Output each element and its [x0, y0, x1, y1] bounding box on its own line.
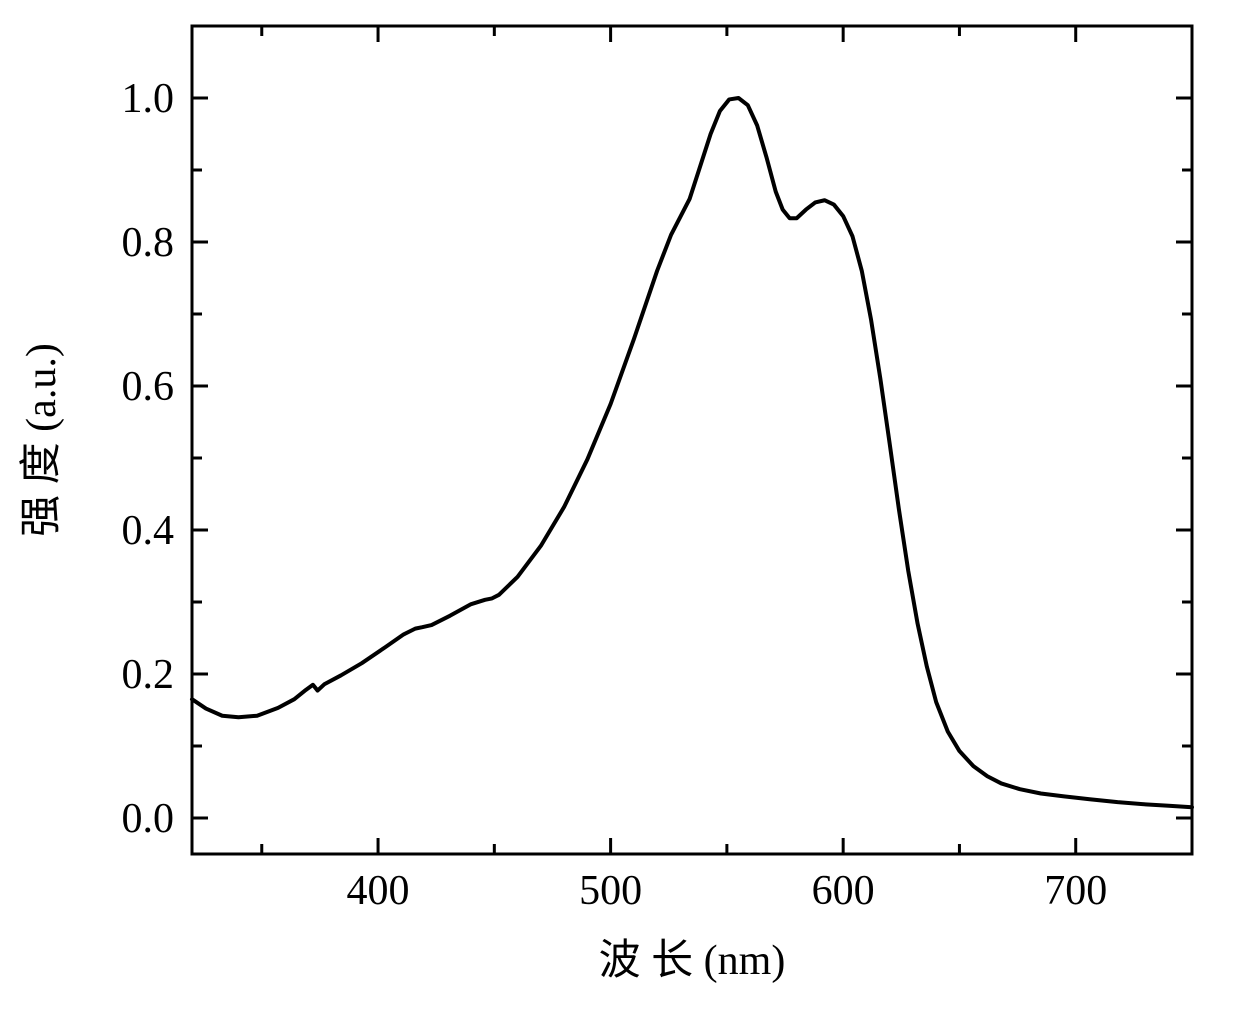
y-tick-label: 1.0 — [122, 76, 175, 122]
x-tick-label: 500 — [579, 868, 642, 914]
y-tick-label: 0.6 — [122, 364, 175, 410]
y-tick-label: 0.8 — [122, 220, 175, 266]
spectrum-chart: 400 500 600 700 0.0 0.2 0.4 0.6 0.8 1.0 波 长 (nm) 强 … — [0, 0, 1253, 1024]
x-tick-label: 700 — [1044, 868, 1107, 914]
y-tick-label: 0.0 — [122, 796, 175, 842]
chart-svg: 400 500 600 700 0.0 0.2 0.4 0.6 0.8 1.0 波 长 (nm) 强 … — [0, 0, 1253, 1024]
y-tick-label: 0.2 — [122, 652, 175, 698]
x-tick-label: 400 — [347, 868, 410, 914]
x-tick-label: 600 — [812, 868, 875, 914]
x-axis-label: 波 长 (nm) — [599, 938, 786, 984]
y-tick-label: 0.4 — [122, 508, 175, 554]
y-axis-label: 强 度 (a.u.) — [19, 343, 65, 537]
